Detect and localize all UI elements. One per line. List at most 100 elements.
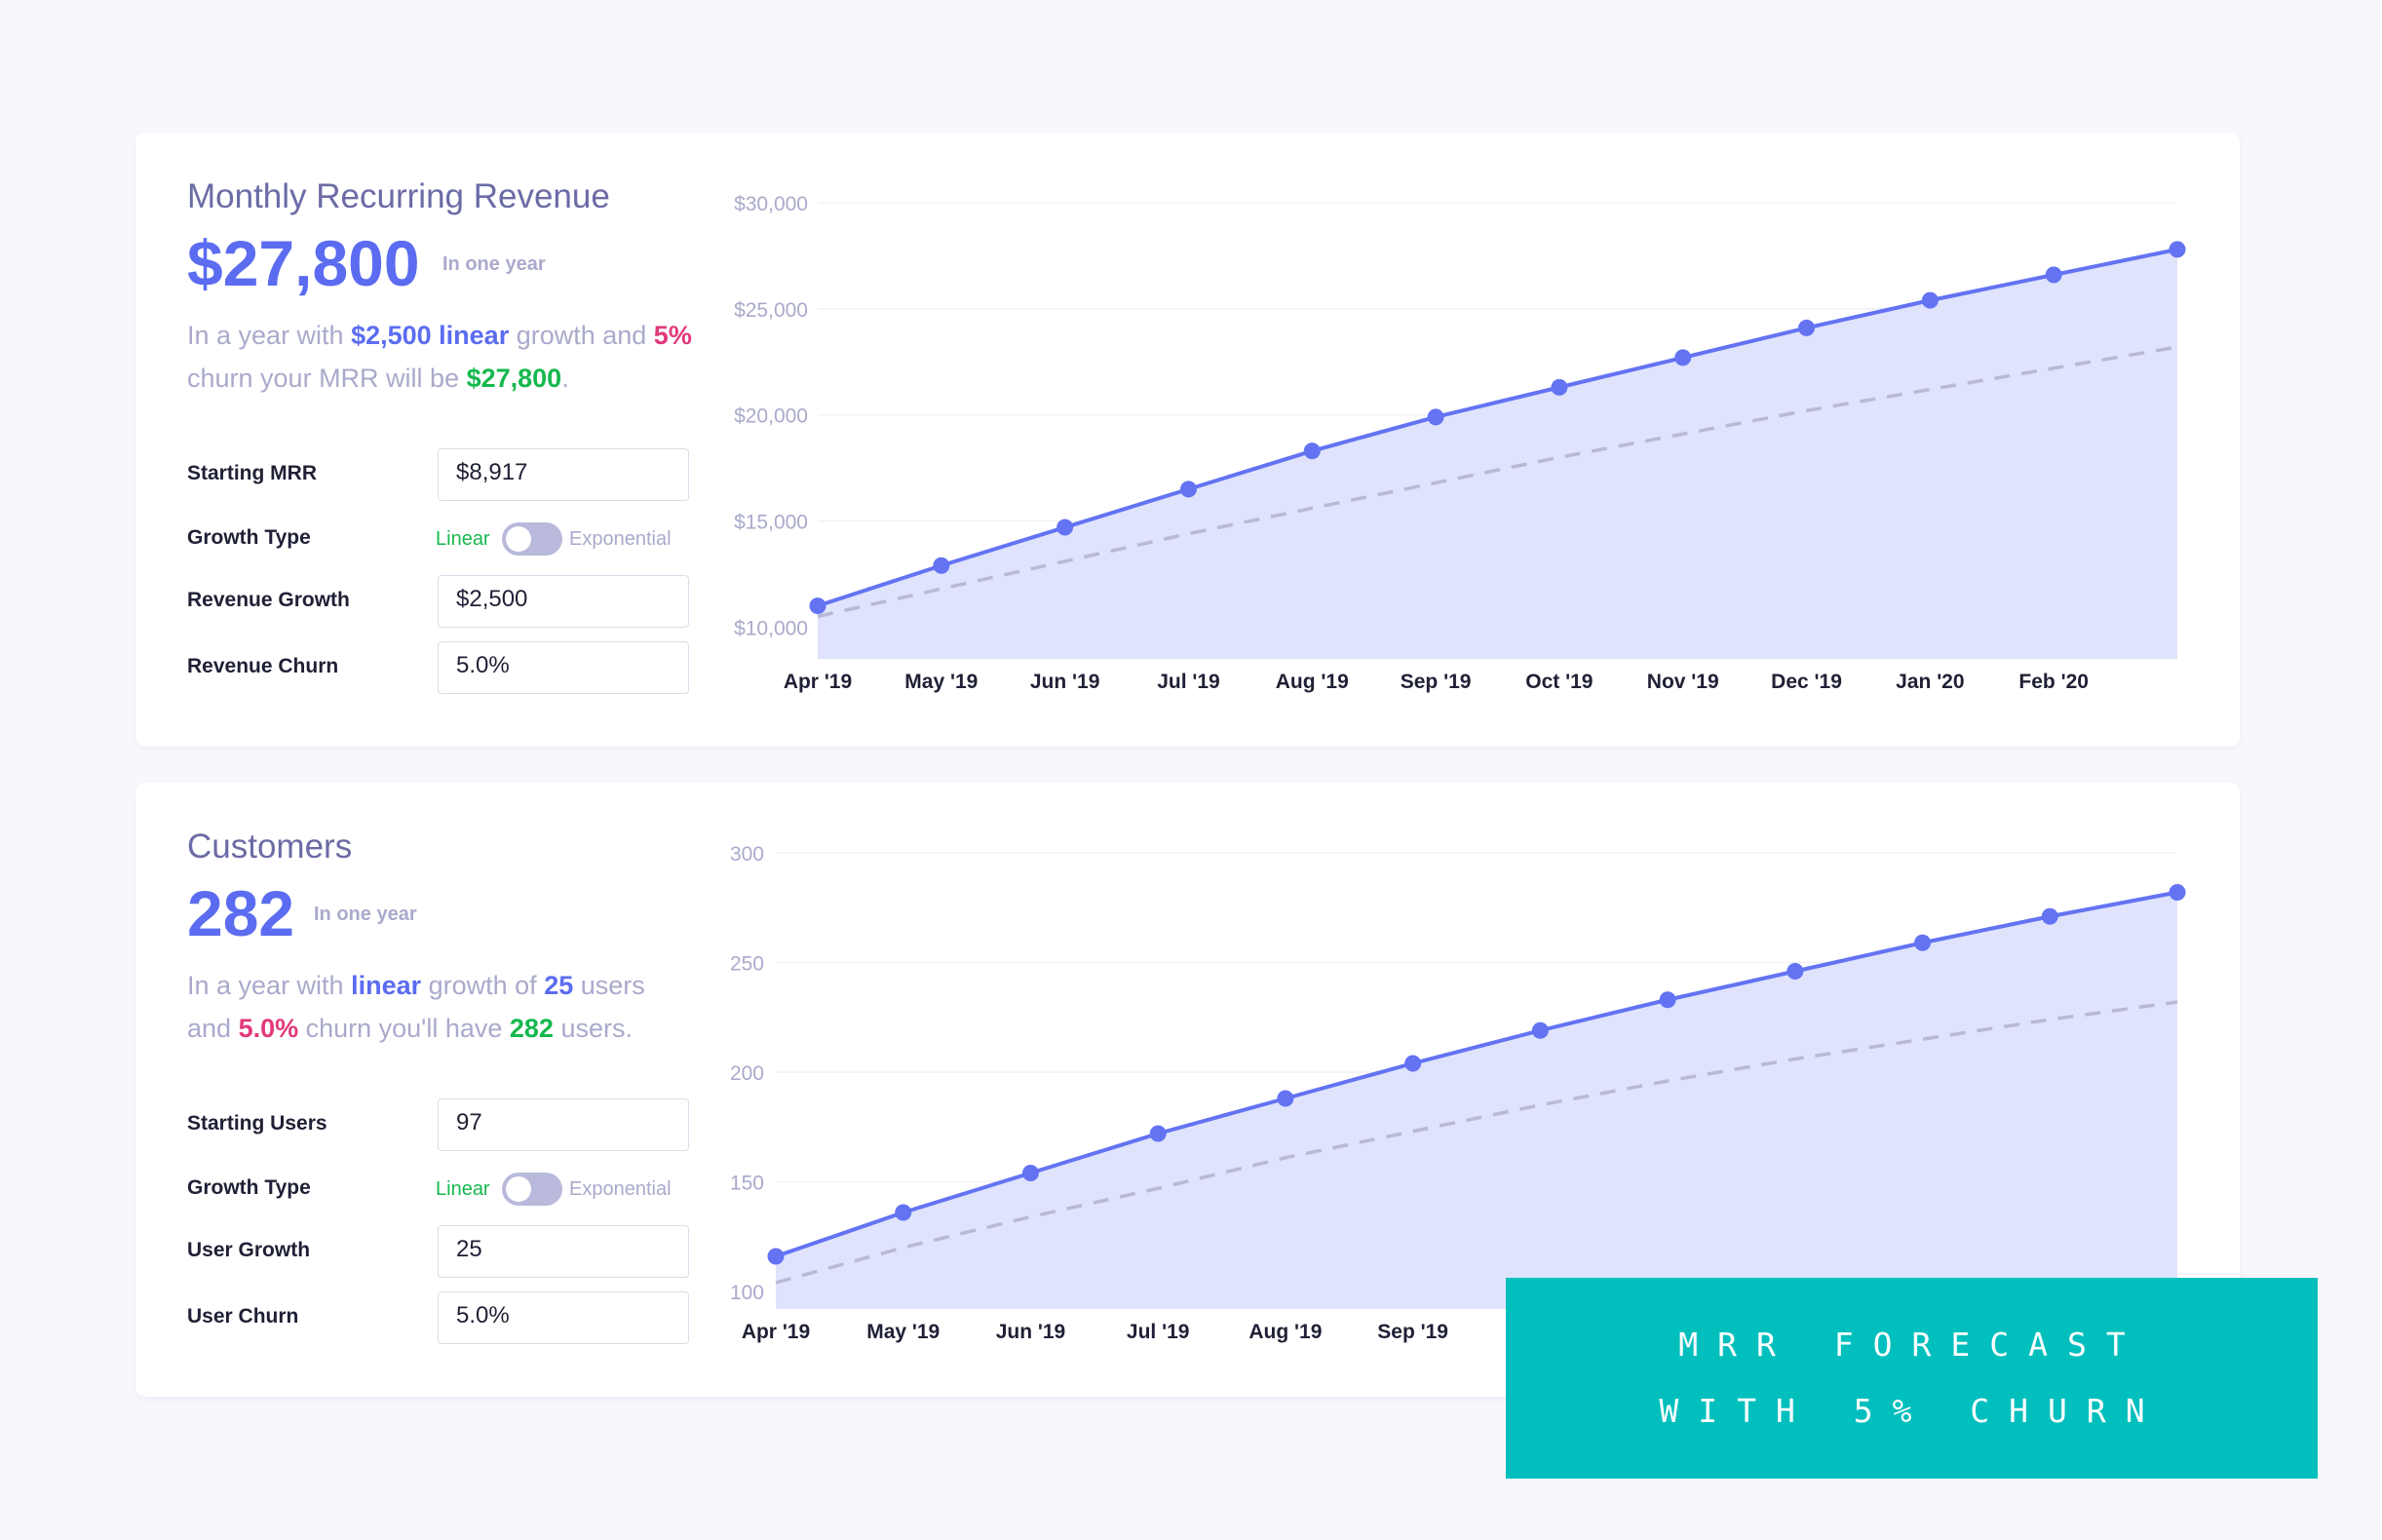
toggle-linear-label[interactable]: Linear <box>436 1178 490 1200</box>
revenue-churn-label: Revenue Churn <box>187 655 339 677</box>
series-dashed-line <box>775 1000 2178 1285</box>
user-growth-row: User Growth 25 <box>187 1225 694 1278</box>
mrr-chart: $10,000 $15,000 $20,000 $25,000 $30,000 Apr '… <box>734 193 2186 693</box>
user-churn-row: User Churn 5.0% <box>187 1291 694 1344</box>
growth-type-row: Growth Type Linear Exponential <box>187 1163 694 1215</box>
starting-mrr-label: Starting MRR <box>187 462 317 484</box>
customers-value: 282 <box>187 877 295 949</box>
data-point[interactable] <box>1914 934 1932 951</box>
customers-summary: In a year with linear growth of 25 users… <box>187 964 694 1050</box>
starting-users-input[interactable]: 97 <box>438 1098 689 1151</box>
x-tick-label: Feb '20 <box>2018 671 2089 693</box>
data-point[interactable] <box>1659 991 1676 1009</box>
x-tick-label: Apr '19 <box>742 1321 810 1343</box>
toggle-knob <box>506 526 531 552</box>
x-tick-label: Aug '19 <box>1276 671 1349 693</box>
data-point[interactable] <box>809 597 826 615</box>
data-point[interactable] <box>1303 443 1321 460</box>
summary-churn: 5.0% <box>238 1014 299 1043</box>
mrr-panel: Monthly Recurring Revenue $27,800 In one… <box>187 133 694 747</box>
x-tick-label: May '19 <box>866 1321 940 1343</box>
starting-mrr-input[interactable]: $8,917 <box>438 448 689 501</box>
revenue-churn-input[interactable]: 5.0% <box>438 641 689 694</box>
data-point[interactable] <box>2169 884 2186 901</box>
customers-chart: 100 150 200 250 300 Apr '19 May '19 Jun '19 Jul … <box>730 843 2186 1343</box>
customers-subtitle: In one year <box>314 904 417 925</box>
mrr-card: Monthly Recurring Revenue $27,800 In one… <box>135 133 2240 747</box>
data-point[interactable] <box>1674 349 1692 366</box>
toggle-exponential-label[interactable]: Exponential <box>569 528 672 550</box>
x-tick-label: Jun '19 <box>996 1321 1066 1343</box>
customers-panel: Customers 282 In one year In a year with… <box>187 783 694 1397</box>
data-point[interactable] <box>1404 1055 1422 1072</box>
y-tick-label: $15,000 <box>734 512 808 534</box>
summary-growth: $2,500 linear <box>351 321 510 350</box>
y-tick-label: 250 <box>730 953 764 976</box>
revenue-growth-label: Revenue Growth <box>187 589 350 611</box>
forecast-banner: MRR FORECAST WITH 5% CHURN <box>1506 1278 2318 1479</box>
area-fill <box>776 892 2177 1309</box>
data-point[interactable] <box>1021 1165 1039 1181</box>
data-point[interactable] <box>933 557 950 574</box>
summary-text: In a year with <box>187 971 352 1000</box>
data-point[interactable] <box>1149 1125 1167 1142</box>
y-tick-label: $30,000 <box>734 193 808 215</box>
y-tick-label: 100 <box>730 1282 764 1304</box>
x-tick-label: Sep '19 <box>1377 1321 1448 1343</box>
summary-churn: 5% <box>653 321 692 350</box>
starting-users-label: Starting Users <box>187 1112 327 1135</box>
summary-result: $27,800 <box>466 364 562 393</box>
data-point[interactable] <box>1057 519 1074 536</box>
mrr-summary: In a year with $2,500 linear growth and … <box>187 314 694 400</box>
growth-type-toggle[interactable] <box>502 522 562 556</box>
data-point[interactable] <box>767 1248 785 1265</box>
data-point[interactable] <box>2169 241 2186 258</box>
starting-users-row: Starting Users 97 <box>187 1098 694 1151</box>
mrr-title: Monthly Recurring Revenue <box>187 177 610 215</box>
toggle-knob <box>506 1176 531 1202</box>
summary-text: In a year with <box>187 321 352 350</box>
data-point[interactable] <box>1277 1090 1294 1107</box>
summary-growth: linear <box>351 971 422 1000</box>
data-point[interactable] <box>1427 408 1444 426</box>
data-point[interactable] <box>1786 963 1804 980</box>
summary-text: users. <box>553 1014 633 1043</box>
x-tick-label: May '19 <box>904 671 978 693</box>
data-point[interactable] <box>1179 481 1197 498</box>
summary-text: churn your MRR will be <box>187 364 467 393</box>
revenue-growth-row: Revenue Growth $2,500 <box>187 575 694 628</box>
y-tick-label: 300 <box>730 843 764 866</box>
summary-text: growth of <box>421 971 545 1000</box>
revenue-churn-row: Revenue Churn 5.0% <box>187 641 694 694</box>
starting-mrr-row: Starting MRR $8,917 <box>187 448 694 501</box>
x-tick-label: Jul '19 <box>1127 1321 1190 1343</box>
summary-result: 282 <box>509 1014 554 1043</box>
data-point[interactable] <box>2041 907 2058 925</box>
data-point[interactable] <box>1798 319 1816 336</box>
summary-text: users and <box>187 971 645 1043</box>
user-growth-input[interactable]: 25 <box>438 1225 689 1278</box>
series-line <box>817 247 2178 608</box>
toggle-exponential-label[interactable]: Exponential <box>569 1178 672 1200</box>
data-point[interactable] <box>1551 378 1568 396</box>
y-tick-label: 150 <box>730 1173 764 1195</box>
growth-type-toggle[interactable] <box>502 1173 562 1206</box>
data-point[interactable] <box>1921 291 1939 309</box>
series-dashed-line <box>817 345 2178 619</box>
y-tick-label: $20,000 <box>734 405 808 428</box>
customers-title: Customers <box>187 828 353 866</box>
revenue-growth-input[interactable]: $2,500 <box>438 575 689 628</box>
data-point[interactable] <box>895 1204 912 1221</box>
data-point[interactable] <box>1531 1021 1549 1039</box>
summary-text: churn you'll have <box>298 1014 510 1043</box>
user-churn-input[interactable]: 5.0% <box>438 1291 689 1344</box>
toggle-linear-label[interactable]: Linear <box>436 528 490 550</box>
x-tick-label: Jan '20 <box>1896 671 1964 693</box>
x-tick-label: Jun '19 <box>1030 671 1100 693</box>
x-tick-label: Jul '19 <box>1157 671 1220 693</box>
x-tick-label: Oct '19 <box>1525 671 1593 693</box>
mrr-value: $27,800 <box>187 227 420 299</box>
summary-amount: 25 <box>544 971 574 1000</box>
user-churn-label: User Churn <box>187 1305 299 1328</box>
data-point[interactable] <box>2045 266 2062 284</box>
